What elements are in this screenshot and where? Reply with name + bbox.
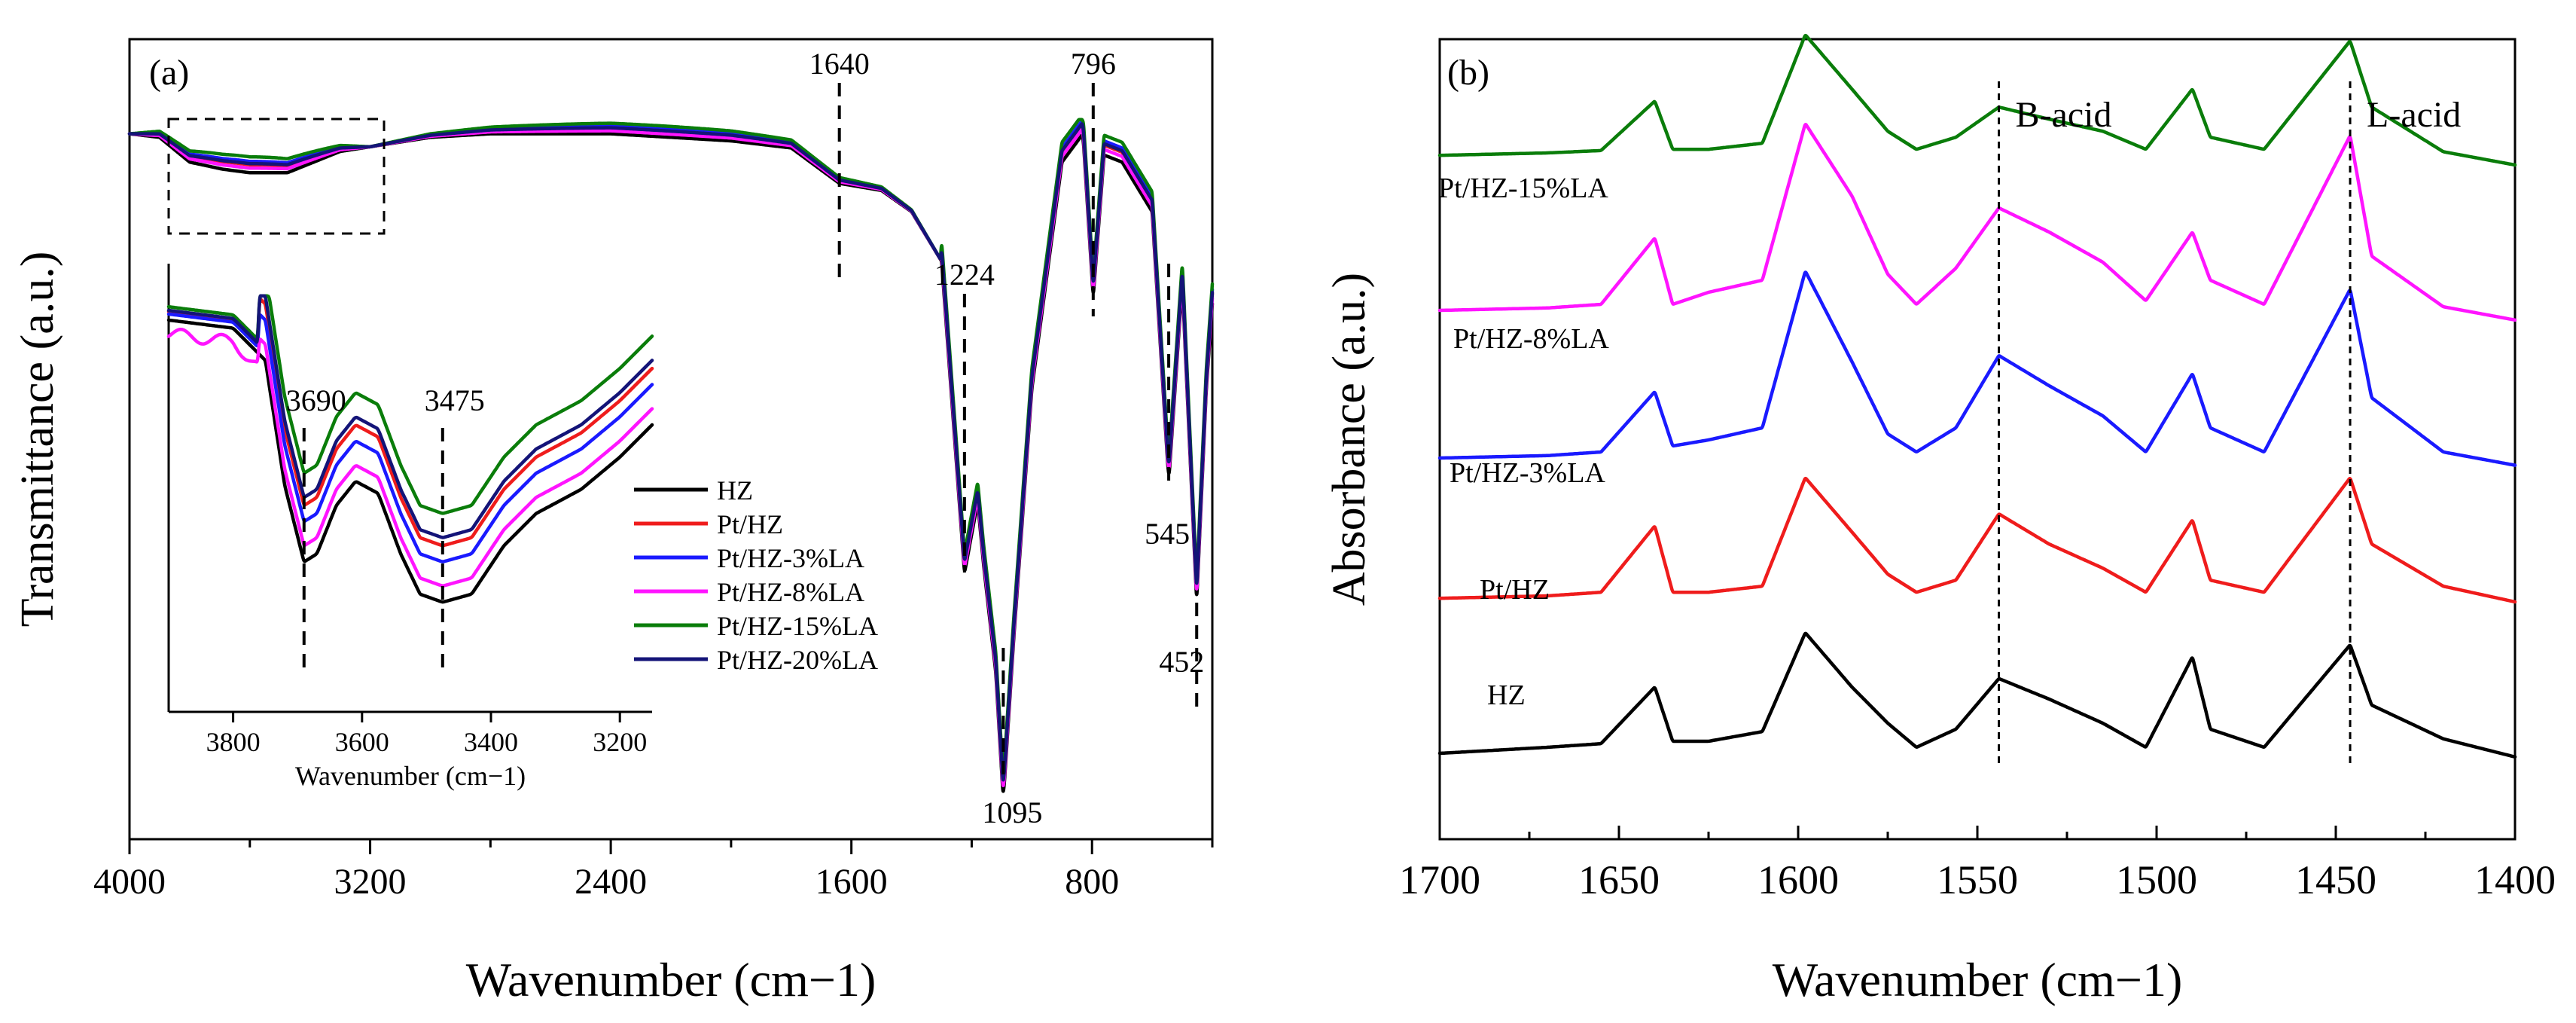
spectrum-line-pt-hz-20-la <box>127 122 1215 782</box>
legend-label: Pt/HZ <box>717 509 783 539</box>
x-tick-label: 3200 <box>334 862 407 902</box>
inset-x-ticks: 3800 3600 3400 3200 <box>206 712 647 757</box>
inset-annotation-label: 3475 <box>425 383 485 417</box>
panel-a-annotations: 1640 796 1224 1095 545 452 <box>809 47 1205 829</box>
acid-site-label: L-acid <box>2367 95 2461 135</box>
spectrum-line-pt-hz <box>1437 476 2517 604</box>
panel-b-series-labels: HZ Pt/HZ Pt/HZ-3%LA Pt/HZ-8%LA Pt/HZ-15%LA <box>1438 173 1609 711</box>
inset-series <box>166 294 654 604</box>
annotation-label: 452 <box>1159 645 1204 679</box>
panel-a-x-axis-title: Wavenumber (cm−1) <box>466 953 876 1006</box>
spectrum-line-pt-hz-8-la <box>1437 123 2517 322</box>
x-tick-label: 1550 <box>1937 857 2018 902</box>
acid-site-label: B-acid <box>2016 95 2112 135</box>
series-label: Pt/HZ-8%LA <box>1453 323 1609 355</box>
series-label: Pt/HZ-3%LA <box>1450 457 1605 489</box>
x-tick-label: 4000 <box>93 862 166 902</box>
inset-x-tick-label: 3400 <box>464 727 518 757</box>
x-tick-label: 1500 <box>2116 857 2197 902</box>
inset-chart: 3800 3600 3400 3200 Wavenumber (cm−1) 3690 3… <box>166 264 654 791</box>
inset-line-pt-hz-15-la <box>166 294 654 515</box>
zoom-region-box <box>167 118 386 235</box>
x-tick-label: 1600 <box>1757 857 1839 902</box>
x-tick-label: 1700 <box>1399 857 1480 902</box>
x-tick-label: 1400 <box>2474 857 2556 902</box>
inset-annotations: 3690 3475 <box>286 383 485 670</box>
inset-x-tick-label: 3200 <box>593 727 647 757</box>
panel-a: (a) 4000 3200 2400 1600 800 1640 796 1224 1095 5… <box>12 38 1215 1006</box>
legend-label: HZ <box>717 475 753 505</box>
x-tick-label: 2400 <box>575 862 647 902</box>
panel-b-x-ticks: 1700 1650 1600 1550 1500 1450 1400 <box>1399 826 2556 902</box>
inset-line-pt-hz-20-la <box>166 294 654 539</box>
panel-a-series <box>127 118 1215 793</box>
panel-b-annotations: B-acid L-acid <box>1998 81 2461 767</box>
inset-line-pt-hz-8-la <box>166 328 654 588</box>
panel-b-series <box>1437 33 2517 759</box>
panel-b-x-axis-title: Wavenumber (cm−1) <box>1773 953 2183 1006</box>
spectrum-line-pt-hz-15-la <box>1437 33 2517 167</box>
legend-label: Pt/HZ-3%LA <box>717 543 864 573</box>
panel-a-legend: HZ Pt/HZ Pt/HZ-3%LA Pt/HZ-8%LA Pt/HZ-15%LA Pt… <box>634 475 878 675</box>
legend-label: Pt/HZ-8%LA <box>717 577 864 607</box>
x-tick-label: 1450 <box>2295 857 2376 902</box>
annotation-label: 1640 <box>809 47 870 81</box>
series-label: Pt/HZ <box>1480 574 1550 606</box>
inset-annotation-label: 3690 <box>286 383 346 417</box>
annotation-label: 545 <box>1145 517 1190 551</box>
inset-x-tick-label: 3800 <box>206 727 261 757</box>
inset-line-hz <box>166 318 654 604</box>
x-tick-label: 1650 <box>1578 857 1660 902</box>
panel-a-label: (a) <box>149 53 189 93</box>
legend-label: Pt/HZ-20%LA <box>717 645 878 675</box>
x-tick-label: 800 <box>1065 862 1119 902</box>
series-label: HZ <box>1487 679 1526 711</box>
inset-x-axis-title: Wavenumber (cm−1) <box>295 761 526 791</box>
annotation-label: 1224 <box>934 258 995 292</box>
panel-b-y-axis-title: Absorbance (a.u.) <box>1324 273 1375 606</box>
panel-a-y-axis-title: Transmittance (a.u.) <box>12 252 63 628</box>
panel-b-label: (b) <box>1447 53 1489 93</box>
annotation-label: 1095 <box>982 795 1042 829</box>
spectrum-line-hz <box>1437 631 2517 759</box>
inset-line-pt-hz-3-la <box>166 312 654 563</box>
panel-a-axes-frame <box>128 38 1214 841</box>
x-tick-label: 1600 <box>815 862 888 902</box>
legend-label: Pt/HZ-15%LA <box>717 611 878 641</box>
series-label: Pt/HZ-15%LA <box>1438 173 1608 204</box>
inset-x-tick-label: 3600 <box>335 727 389 757</box>
panel-a-x-ticks: 4000 3200 2400 1600 800 <box>93 839 1214 902</box>
annotation-label: 796 <box>1071 47 1116 81</box>
spectrum-line-pt-hz-3-la <box>1437 270 2517 467</box>
panel-b: (b) 1700 1650 1600 1550 1500 1450 1400 B-acid L… <box>1324 33 2556 1006</box>
